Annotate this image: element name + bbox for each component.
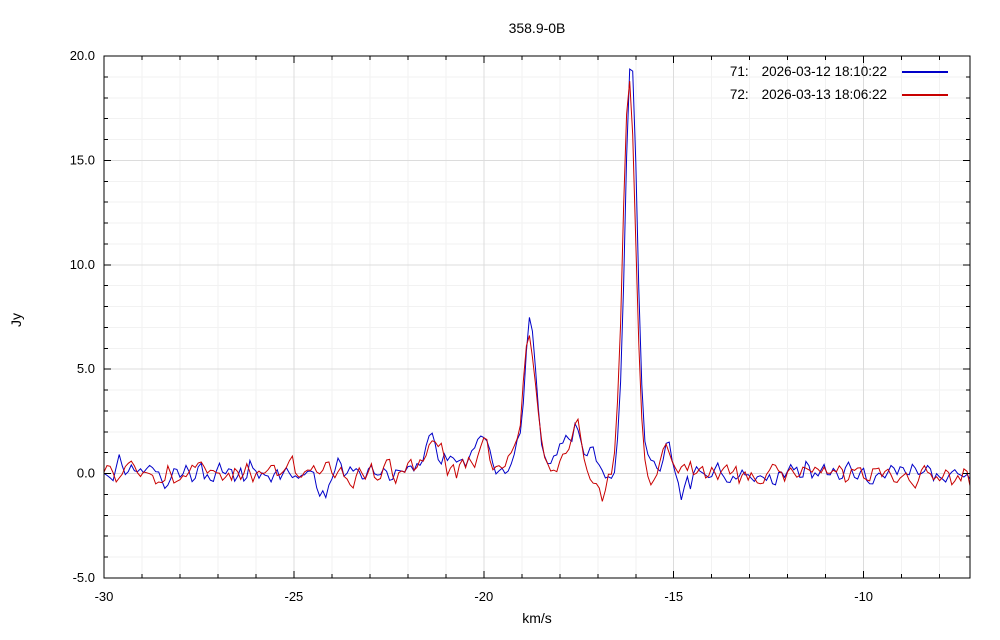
x-tick-label: -25	[285, 589, 304, 604]
legend-item-72: 72: 2026-03-13 18:06:22	[690, 83, 948, 106]
y-tick-label: 0.0	[77, 466, 95, 481]
spectrum-line-71	[103, 68, 971, 501]
y-tick-label: 10.0	[70, 257, 95, 272]
legend-datetime-72: 2026-03-13 18:06:22	[761, 87, 887, 102]
y-tick-label: 20.0	[70, 48, 95, 63]
plot-border	[103, 55, 971, 579]
x-tick-label: -30	[95, 589, 114, 604]
x-axis-label: km/s	[522, 610, 552, 626]
y-tick-label: -5.0	[73, 570, 95, 585]
plot-title: 358.9-0B	[508, 20, 566, 36]
legend-datetime-71: 2026-03-12 18:10:22	[761, 64, 887, 79]
legend-line-sample-red	[902, 93, 948, 96]
legend: 71: 2026-03-12 18:10:22 72: 2026-03-13 1…	[690, 60, 948, 106]
x-tick-label: -20	[474, 589, 493, 604]
x-tick-label: -10	[854, 589, 873, 604]
spectrum-line-72	[103, 81, 971, 502]
y-tick-label: 15.0	[70, 152, 95, 167]
legend-key-71: 71:	[729, 64, 749, 79]
legend-key-72: 72:	[729, 87, 749, 102]
x-tick-label: -15	[664, 589, 683, 604]
legend-item-71: 71: 2026-03-12 18:10:22	[690, 60, 948, 83]
y-tick-label: 5.0	[77, 361, 95, 376]
legend-line-sample-blue	[902, 70, 948, 73]
